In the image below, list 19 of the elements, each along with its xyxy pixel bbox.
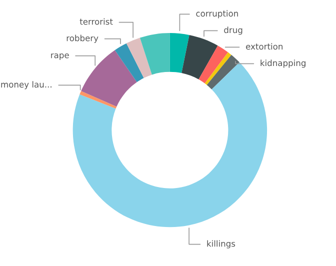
slice-label: extortion <box>246 43 282 50</box>
donut-slice <box>114 43 144 82</box>
donut-slice <box>170 33 190 74</box>
donut-slice <box>126 38 152 78</box>
donut-slice <box>81 50 137 107</box>
slice-label: killings <box>207 240 236 248</box>
slice-label: robbery <box>66 34 98 43</box>
slice-label: money lau... <box>1 81 52 90</box>
slice-label: corruption <box>196 10 238 18</box>
donut-slice <box>140 33 170 75</box>
donut-slice <box>80 90 117 109</box>
donut-slice <box>198 46 228 84</box>
donut-slice <box>206 54 240 90</box>
donut-slice <box>204 52 232 85</box>
donut-slice <box>182 34 218 80</box>
slice-label: terrorist <box>80 18 113 25</box>
slice-label: rape <box>51 53 69 60</box>
slice-label: drug <box>224 26 242 35</box>
slice-label: kidnapping <box>260 60 306 68</box>
